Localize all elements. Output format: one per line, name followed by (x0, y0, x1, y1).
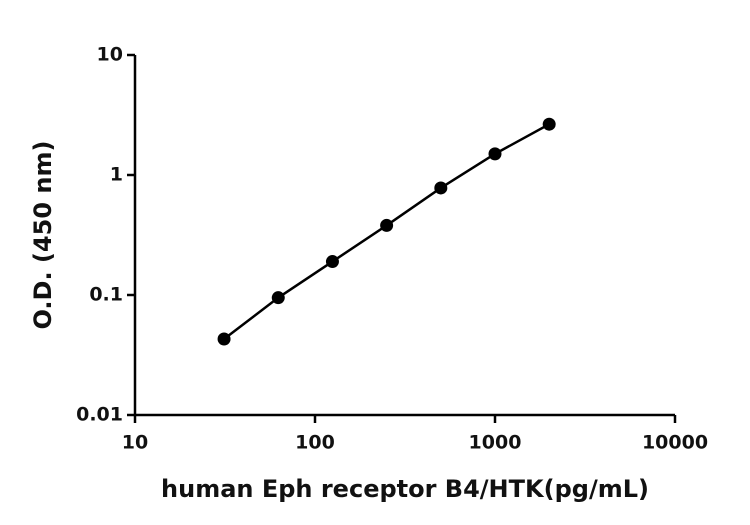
data-point (434, 181, 448, 195)
data-point (488, 147, 502, 161)
x-axis-title: human Eph receptor B4/HTK(pg/mL) (161, 475, 649, 503)
y-tick-label: 1 (110, 164, 123, 186)
y-tick-label: 10 (97, 44, 123, 66)
y-axis-title: O.D. (450 nm) (29, 141, 57, 330)
x-tick-label: 1000 (469, 432, 522, 454)
data-point (271, 291, 285, 305)
x-tick-label: 10 (122, 432, 148, 454)
y-tick-label: 0.01 (76, 404, 123, 426)
x-tick-label: 100 (295, 432, 335, 454)
data-point (380, 218, 394, 232)
data-point (542, 117, 556, 131)
data-point (217, 332, 231, 346)
y-tick-label: 0.1 (89, 284, 123, 306)
x-tick-label: 10000 (642, 432, 708, 454)
data-point (325, 255, 339, 269)
